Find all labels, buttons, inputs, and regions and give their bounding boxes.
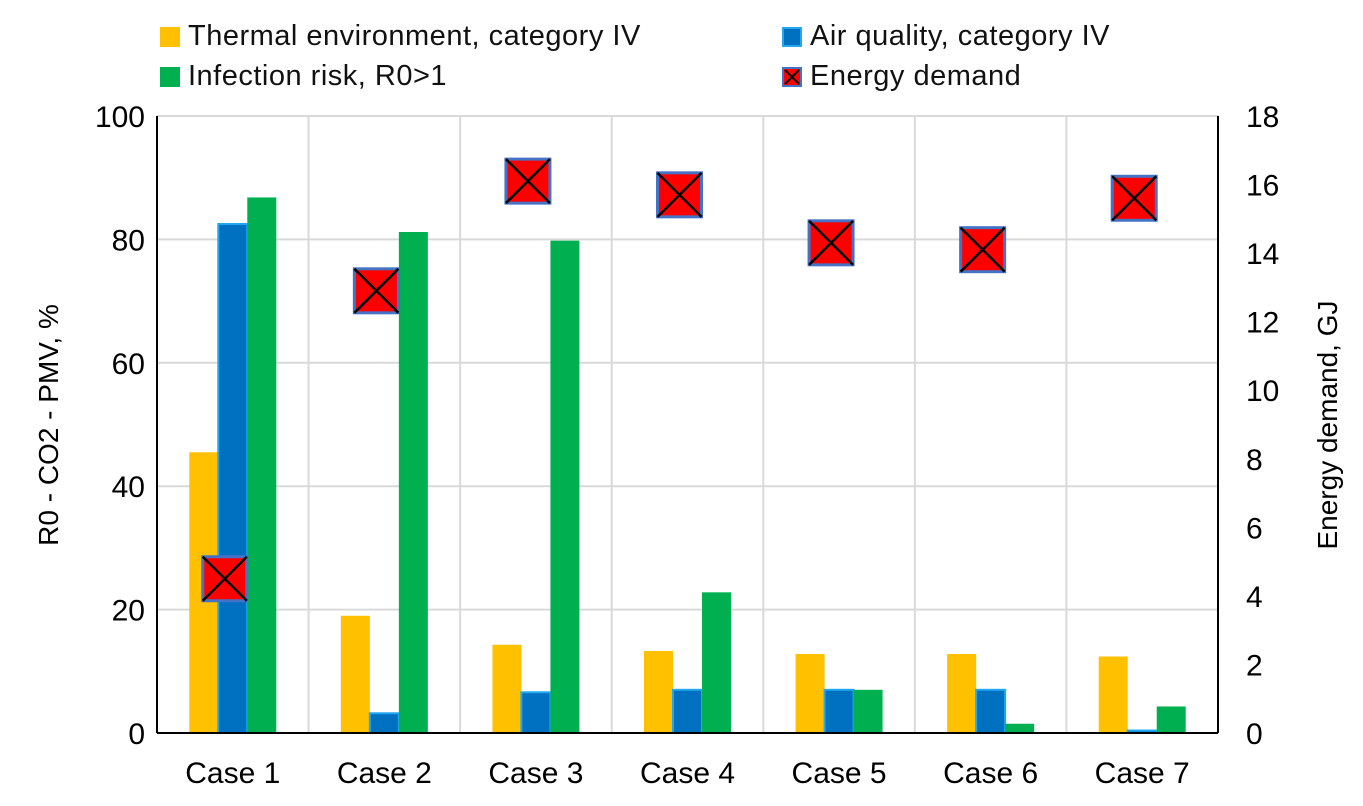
x-tick-label: Case 1 <box>185 757 280 790</box>
legend-label-thermal: Thermal environment, category IV <box>188 20 641 52</box>
bar-thermal <box>340 615 370 733</box>
legend-swatch-air <box>782 26 802 47</box>
right-tick-label: 12 <box>1246 307 1279 340</box>
bar-thermal <box>795 654 825 733</box>
bar-infection-risk <box>550 240 580 733</box>
legend-label-air: Air quality, category IV <box>810 20 1110 52</box>
energy-marker <box>352 267 400 315</box>
right-tick-label: 8 <box>1246 444 1263 477</box>
chart-axes <box>156 116 1219 734</box>
bar-thermal <box>492 644 522 733</box>
legend-item-thermal: Thermal environment, category IV <box>160 20 641 53</box>
right-tick-label: 6 <box>1246 512 1263 545</box>
bar-thermal <box>644 650 673 733</box>
energy-marker <box>201 555 249 603</box>
legend-item-infection: Infection risk, R0>1 <box>160 60 447 93</box>
bar-thermal <box>947 654 977 733</box>
bar-air-quality <box>975 688 1007 734</box>
bar-air-quality <box>672 688 703 734</box>
energy-marker <box>807 219 855 267</box>
energy-marker-cross <box>959 226 1006 273</box>
left-tick-label: 100 <box>95 101 145 134</box>
right-tick-label: 0 <box>1246 718 1263 751</box>
x-tick-label: Case 3 <box>488 757 583 790</box>
bar-thermal <box>1098 656 1128 733</box>
left-tick-label: 0 <box>128 718 145 751</box>
chart-legend: Thermal environment, category IV Air qua… <box>160 14 1160 104</box>
left-tick-label: 60 <box>112 348 145 381</box>
energy-markers <box>201 157 1158 603</box>
legend-swatch-energy <box>782 66 802 87</box>
x-tick-label: Case 4 <box>640 757 735 790</box>
x-tick-label: Case 2 <box>337 757 432 790</box>
right-tick-label: 4 <box>1246 581 1263 614</box>
right-axis-ticks: 0 2 4 6 8 10 12 14 16 18 <box>1246 101 1279 751</box>
left-axis-ticks: 0 20 40 60 80 100 <box>95 101 145 751</box>
x-axis-ticks: Case 1 Case 2 Case 3 Case 4 Case 5 Case 6 Case… <box>185 757 1189 790</box>
bar-infection-risk <box>247 197 277 734</box>
bar-air-quality <box>217 222 249 734</box>
right-tick-label: 18 <box>1246 101 1279 134</box>
bar-air-quality <box>823 688 855 734</box>
bar-infection-risk <box>398 231 428 733</box>
energy-marker-cross <box>656 171 703 218</box>
bar-series <box>189 197 1186 735</box>
legend-swatch-infection <box>160 66 180 87</box>
y-axis-label: R0 - CO2 - PMV, % <box>33 304 64 546</box>
bar-air-quality <box>520 691 552 735</box>
x-tick-label: Case 6 <box>943 757 1038 790</box>
right-tick-label: 2 <box>1246 649 1263 682</box>
left-tick-label: 80 <box>112 224 145 257</box>
bar-infection-risk <box>702 592 731 733</box>
energy-marker-cross <box>201 555 248 602</box>
x-tick-label: Case 7 <box>1095 757 1190 790</box>
energy-marker <box>656 171 703 219</box>
right-tick-label: 16 <box>1246 170 1279 203</box>
bar-infection-risk <box>1005 723 1035 733</box>
left-tick-label: 20 <box>112 595 145 628</box>
energy-marker <box>1110 174 1158 222</box>
x-tick-label: Case 5 <box>792 757 887 790</box>
energy-marker <box>504 157 552 205</box>
energy-marker-cross <box>505 158 551 205</box>
legend-label-infection: Infection risk, R0>1 <box>188 60 448 92</box>
left-tick-label: 40 <box>112 471 145 504</box>
bar-infection-risk <box>1156 706 1186 733</box>
energy-marker-cross <box>1111 175 1158 222</box>
legend-label-energy: Energy demand <box>810 60 1022 92</box>
bar-air-quality <box>368 712 400 734</box>
energy-marker-cross <box>353 267 400 314</box>
y2-axis-label: Energy demand, GJ <box>1312 300 1343 549</box>
right-tick-label: 10 <box>1246 375 1279 408</box>
legend-swatch-thermal <box>160 26 180 47</box>
energy-marker-cross <box>808 219 854 266</box>
energy-marker <box>959 226 1007 274</box>
grid-lines <box>157 115 1218 733</box>
legend-item-energy: Energy demand <box>782 60 1021 93</box>
right-tick-label: 14 <box>1246 238 1279 271</box>
legend-item-air: Air quality, category IV <box>782 20 1110 53</box>
bar-infection-risk <box>853 689 883 733</box>
